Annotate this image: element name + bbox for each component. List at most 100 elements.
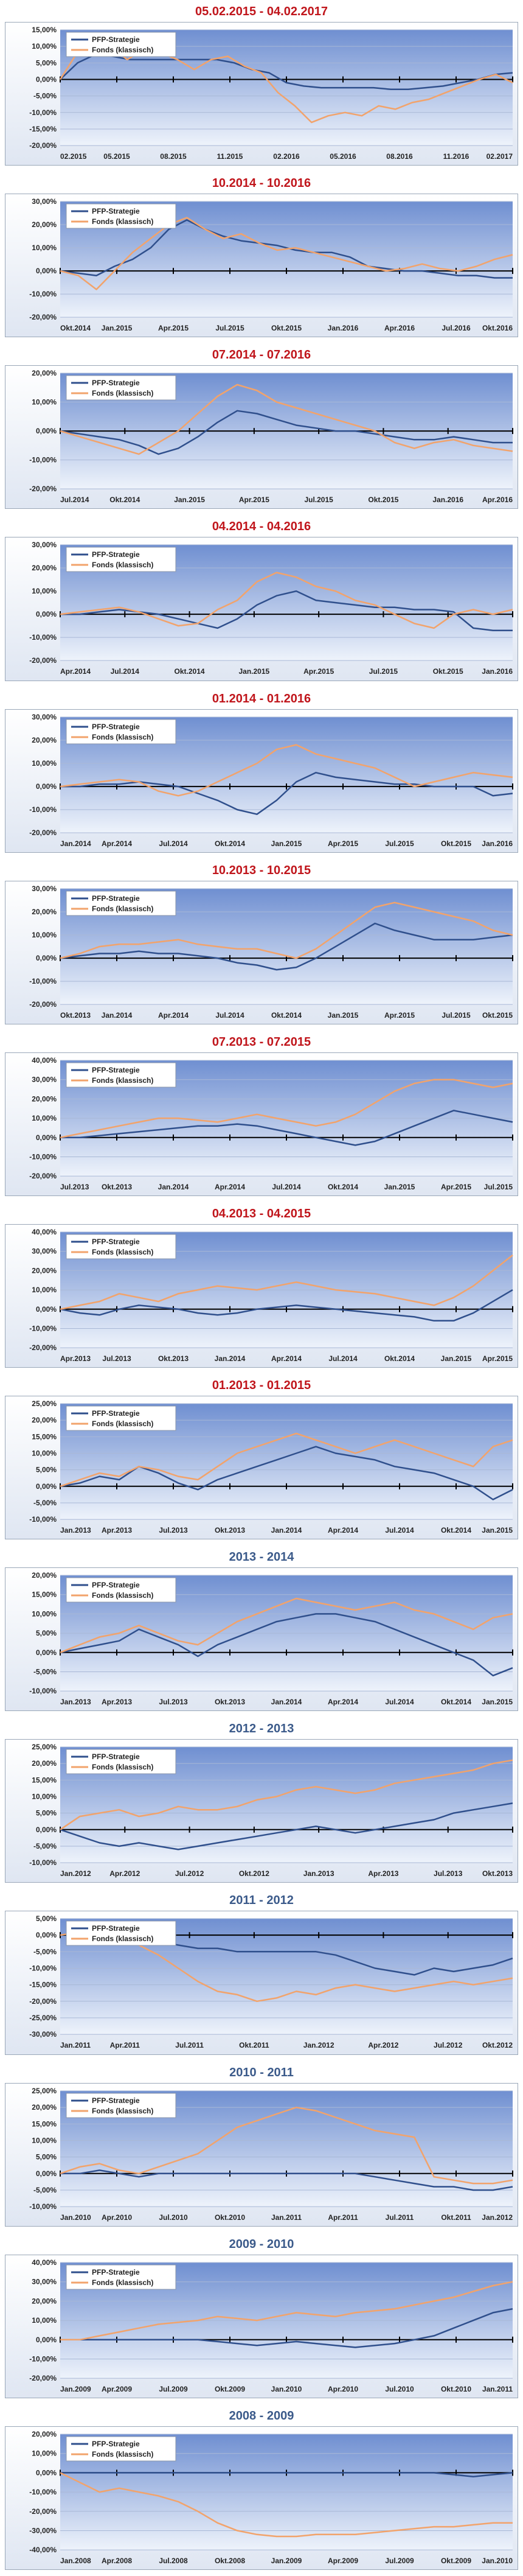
y-tick-label: 10,00% bbox=[32, 1286, 57, 1294]
x-tick-label: Okt.2012 bbox=[239, 1869, 269, 1878]
x-tick-label: Jan.2015 bbox=[328, 1011, 359, 1020]
legend-label-strategy: PFP-Strategie bbox=[92, 1066, 140, 1074]
legend-label-strategy: PFP-Strategie bbox=[92, 1409, 140, 1418]
y-tick-label: 10,00% bbox=[32, 759, 57, 768]
y-tick-label: 5,00% bbox=[36, 1629, 57, 1637]
x-tick-label: Jan.2013 bbox=[60, 1526, 91, 1535]
legend-label-strategy: PFP-Strategie bbox=[92, 1581, 140, 1589]
x-tick-label: Jan.2016 bbox=[482, 668, 513, 676]
x-tick-label: Okt.2015 bbox=[482, 1011, 513, 1020]
x-tick-label: 02.2016 bbox=[273, 152, 300, 161]
y-tick-label: -10,00% bbox=[29, 1687, 57, 1695]
chart-panel: 2012 - 2013 25,00% 20,00% 15,00% 10,00% 5,00%… bbox=[0, 1717, 523, 1889]
legend-box bbox=[66, 1062, 176, 1088]
series-line-fund bbox=[60, 1597, 513, 1654]
x-tick-label: Apr.2016 bbox=[482, 495, 513, 504]
x-tick-label: Okt.2014 bbox=[175, 668, 205, 676]
x-tick-label: Jul.2014 bbox=[385, 1698, 414, 1706]
x-tick-label: Jul.2015 bbox=[215, 324, 244, 332]
y-tick-label: 40,00% bbox=[32, 1056, 57, 1065]
x-tick-label: Okt.2015 bbox=[441, 839, 471, 848]
y-tick-label: -5,00% bbox=[33, 1948, 57, 1956]
x-tick-label: Okt.2010 bbox=[441, 2385, 471, 2393]
y-tick-label: -20,00% bbox=[29, 1997, 57, 2006]
y-tick-label: 25,00% bbox=[32, 1743, 57, 1751]
x-tick-label: Jan.2015 bbox=[482, 1698, 513, 1706]
legend-label-fund: Fonds (klassisch) bbox=[92, 1248, 153, 1256]
x-tick-label: Jan.2015 bbox=[271, 839, 302, 848]
y-tick-label: -20,00% bbox=[29, 313, 57, 321]
x-tick-label: Jan.2014 bbox=[271, 1526, 302, 1535]
chart-panel: 2009 - 2010 40,00% 30,00% 20,00% 10,00% 0,00%… bbox=[0, 2233, 523, 2404]
y-tick-label: -25,00% bbox=[29, 2014, 57, 2022]
x-tick-label: Jul.2013 bbox=[434, 1869, 463, 1878]
y-tick-label: 5,00% bbox=[36, 1466, 57, 1474]
y-tick-label: 0,00% bbox=[36, 1305, 57, 1314]
x-tick-label: Jan.2015 bbox=[384, 1183, 415, 1191]
x-tick-label: Okt.2011 bbox=[441, 2213, 471, 2222]
chart-frame: 25,00% 20,00% 15,00% 10,00% 5,00% 0,00% -5,00%… bbox=[5, 2082, 518, 2227]
y-tick-label: -10,00% bbox=[29, 290, 57, 298]
y-tick-label: 20,00% bbox=[32, 1759, 57, 1768]
legend-label-fund: Fonds (klassisch) bbox=[92, 733, 153, 741]
legend-label-strategy: PFP-Strategie bbox=[92, 894, 140, 903]
x-tick-label: Okt.2013 bbox=[482, 1869, 513, 1878]
x-tick-label: Jul.2015 bbox=[442, 1011, 471, 1020]
y-tick-label: 20,00% bbox=[32, 369, 57, 377]
y-tick-label: -10,00% bbox=[29, 2202, 57, 2211]
y-tick-label: 5,00% bbox=[36, 58, 57, 67]
series-line-fund bbox=[60, 1759, 513, 1831]
x-tick-label: Jul.2010 bbox=[385, 2385, 414, 2393]
x-tick-label: Okt.2012 bbox=[482, 2042, 513, 2050]
legend-label-fund: Fonds (klassisch) bbox=[92, 1763, 153, 1771]
chart-title: 2009 - 2010 bbox=[229, 2237, 294, 2251]
x-tick-label: Jan.2016 bbox=[432, 495, 463, 504]
chart-frame: 40,00% 30,00% 20,00% 10,00% 0,00% -10,00% -20,… bbox=[5, 2254, 518, 2398]
chart-frame: 30,00% 20,00% 10,00% 0,00% -10,00% -20,00% Apr… bbox=[5, 537, 518, 681]
y-tick-label: -10,00% bbox=[29, 1964, 57, 1973]
x-tick-label: Okt.2009 bbox=[441, 2557, 471, 2565]
y-tick-label: 20,00% bbox=[32, 2430, 57, 2438]
chart-title: 04.2013 - 04.2015 bbox=[212, 1206, 311, 1220]
x-tick-label: Jul.2013 bbox=[60, 1183, 89, 1191]
line-chart: 25,00% 20,00% 15,00% 10,00% 5,00% 0,00% -5,00%… bbox=[29, 2087, 513, 2222]
y-tick-label: 30,00% bbox=[32, 884, 57, 893]
y-tick-label: 0,00% bbox=[36, 75, 57, 83]
x-tick-label: Okt.2013 bbox=[215, 1526, 245, 1535]
chart-frame: 5,00% 0,00% -5,00% -10,00% -15,00% -20,00% -25… bbox=[5, 1911, 518, 2055]
line-chart: 20,00% 10,00% 0,00% -10,00% -20,00% -30,00% -4… bbox=[29, 2430, 513, 2565]
series-line-strategy bbox=[60, 2308, 513, 2348]
series-line-fund bbox=[60, 1254, 513, 1310]
chart-title: 05.02.2015 - 04.02.2017 bbox=[195, 5, 328, 18]
y-tick-label: -20,00% bbox=[29, 1000, 57, 1009]
x-tick-label: Jul.2014 bbox=[272, 1183, 301, 1191]
chart-panel: 2008 - 2009 20,00% 10,00% 0,00% -10,00% -20,0… bbox=[0, 2404, 523, 2576]
chart-title: 04.2014 - 04.2016 bbox=[212, 520, 311, 534]
x-tick-label: Jul.2013 bbox=[102, 1354, 131, 1363]
x-tick-label: Jul.2010 bbox=[159, 2213, 188, 2222]
chart-frame: 30,00% 20,00% 10,00% 0,00% -10,00% -20,00% Okt… bbox=[5, 194, 518, 338]
series-line-fund bbox=[60, 2281, 513, 2340]
series-line-fund bbox=[60, 572, 513, 629]
line-chart: 30,00%20,00%10,00%0,00%-10,00%-20,00%Okt… bbox=[29, 197, 513, 332]
series-line-strategy bbox=[60, 1289, 513, 1321]
x-tick-label: Jul.2011 bbox=[175, 2042, 204, 2050]
x-tick-label: Apr.2014 bbox=[271, 1354, 302, 1363]
x-tick-label: Jan.2012 bbox=[60, 1869, 91, 1878]
y-tick-label: -15,00% bbox=[29, 1981, 57, 1989]
x-tick-label: Jan.2013 bbox=[60, 1698, 91, 1706]
y-tick-label: 30,00% bbox=[32, 1247, 57, 1256]
line-chart: 20,00% 10,00% 0,00% -10,00% -20,00%Jul.2014 O… bbox=[29, 369, 513, 504]
series-line-fund bbox=[60, 217, 513, 290]
x-tick-label: Apr.2014 bbox=[215, 1183, 245, 1191]
y-tick-label: 15,00% bbox=[32, 1591, 57, 1599]
chart-frame: 30,00% 20,00% 10,00% 0,00% -10,00% -20,00% Okt… bbox=[5, 880, 518, 1024]
x-tick-label: Jan.2016 bbox=[482, 839, 513, 848]
x-tick-label: Jul.2008 bbox=[159, 2557, 188, 2565]
y-tick-label: -20,00% bbox=[29, 657, 57, 665]
legend-label-fund: Fonds (klassisch) bbox=[92, 1934, 153, 1943]
y-tick-label: -15,00% bbox=[29, 125, 57, 133]
y-tick-label: -20,00% bbox=[29, 1343, 57, 1352]
y-tick-label: 0,00% bbox=[36, 1482, 57, 1491]
y-tick-label: -30,00% bbox=[29, 2526, 57, 2535]
